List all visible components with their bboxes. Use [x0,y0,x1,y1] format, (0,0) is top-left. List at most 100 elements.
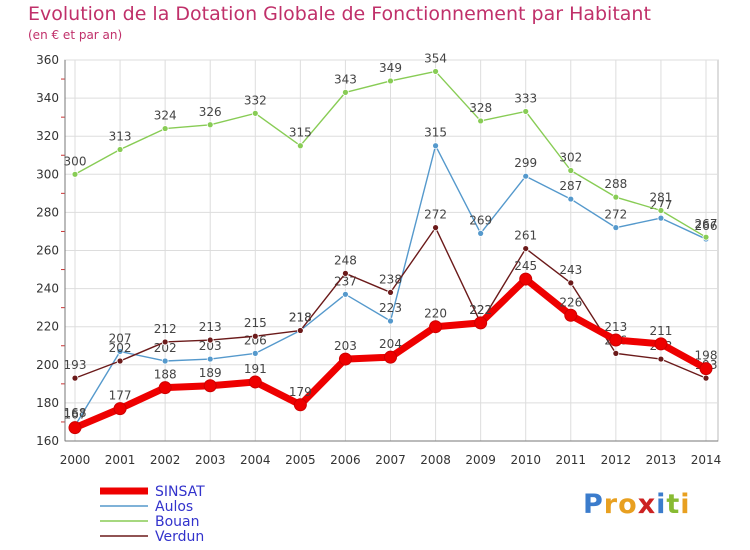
data-label-sinsat: 220 [424,307,447,321]
data-label-aulos: 315 [424,126,447,140]
data-point-aulos [522,172,530,180]
data-point-aulos [387,317,394,325]
data-label-sinsat: 211 [649,324,672,338]
data-label-bouan: 349 [379,61,402,75]
data-label-aulos: 237 [334,274,357,288]
data-point-verdun [612,349,620,357]
data-label-sinsat: 177 [109,389,132,403]
data-point-bouan [522,108,530,115]
x-tick-label: 2001 [105,453,136,467]
legend-label-bouan: Bouan [155,514,200,530]
data-point-bouan [251,109,259,117]
data-label-bouan: 267 [695,217,718,231]
data-label-verdun: 248 [334,253,357,267]
data-point-sinsat [519,272,533,286]
data-point-bouan [206,121,214,129]
data-point-sinsat [429,320,443,334]
data-point-verdun [567,279,575,287]
data-point-bouan [342,88,349,96]
data-point-verdun [206,336,214,344]
proxiti-logo: Proxiti [583,489,691,520]
data-point-verdun [702,374,710,382]
data-point-sinsat [699,362,713,376]
data-point-bouan [657,207,665,214]
data-point-verdun [71,374,79,382]
data-label-bouan: 288 [604,177,627,191]
legend-label-verdun: Verdun [155,529,204,545]
data-label-bouan: 343 [334,72,357,86]
data-point-aulos [161,357,169,365]
x-tick-label: 2009 [465,453,496,467]
data-label-sinsat: 191 [244,362,267,376]
data-point-bouan [387,77,394,85]
x-tick-label: 2005 [285,453,316,467]
y-tick-label: 300 [36,167,59,181]
data-label-aulos: 287 [559,179,582,193]
x-tick-label: 2012 [601,453,632,467]
data-label-sinsat: 204 [379,337,402,351]
data-label-sinsat: 198 [695,349,718,363]
x-tick-label: 2006 [330,453,361,467]
chart-subtitle: (en € et par an) [28,28,123,42]
data-label-sinsat: 226 [559,295,582,309]
data-label-verdun: 215 [244,316,267,330]
data-point-bouan [432,68,439,75]
data-point-bouan [567,167,575,174]
data-point-aulos [342,290,349,298]
data-label-bouan: 332 [244,93,267,107]
data-label-bouan: 333 [514,91,537,105]
data-point-verdun [296,327,304,334]
data-label-bouan: 281 [649,190,672,204]
data-label-sinsat: 179 [289,385,312,399]
data-point-sinsat [609,333,623,347]
y-tick-label: 160 [36,434,59,448]
data-label-sinsat: 222 [469,303,492,317]
data-point-aulos [206,355,214,363]
x-tick-label: 2010 [510,453,541,467]
data-point-sinsat [203,379,217,393]
data-label-aulos: 218 [289,311,312,325]
data-point-bouan [477,117,485,125]
data-label-verdun: 261 [514,229,537,243]
data-label-verdun: 193 [64,358,87,372]
x-tick-label: 2000 [60,453,91,467]
y-tick-label: 260 [36,244,59,258]
x-tick-label: 2014 [691,453,722,467]
data-label-verdun: 213 [199,320,222,334]
data-point-verdun [387,289,394,296]
data-label-bouan: 354 [424,51,447,65]
data-point-sinsat [474,316,488,330]
data-point-verdun [116,357,124,365]
y-tick-label: 240 [36,282,59,296]
y-tick-label: 200 [36,358,59,372]
data-point-bouan [702,233,710,241]
data-point-bouan [612,193,620,201]
data-label-sinsat: 189 [199,366,222,380]
y-tick-label: 220 [36,320,59,334]
data-point-aulos [116,348,124,355]
y-tick-label: 180 [36,396,59,410]
x-tick-label: 2008 [420,453,451,467]
data-label-verdun: 202 [109,341,132,355]
data-point-verdun [251,332,259,340]
x-tick-label: 2007 [375,453,406,467]
data-point-sinsat [384,350,397,364]
data-label-bouan: 315 [289,126,312,140]
data-point-sinsat [293,398,307,412]
x-tick-label: 2011 [556,453,587,467]
data-point-sinsat [564,308,578,322]
data-label-aulos: 299 [514,156,537,170]
data-point-aulos [567,195,575,203]
data-label-sinsat: 203 [334,339,357,353]
data-point-aulos [477,229,485,237]
data-point-bouan [116,146,124,153]
y-tick-label: 360 [36,53,59,67]
data-point-sinsat [68,421,82,435]
data-point-aulos [657,214,665,222]
x-tick-label: 2003 [195,453,226,467]
data-point-verdun [657,355,665,363]
data-label-aulos: 266 [695,219,718,233]
data-point-aulos [432,142,439,150]
legend-label-aulos: Aulos [155,499,193,515]
